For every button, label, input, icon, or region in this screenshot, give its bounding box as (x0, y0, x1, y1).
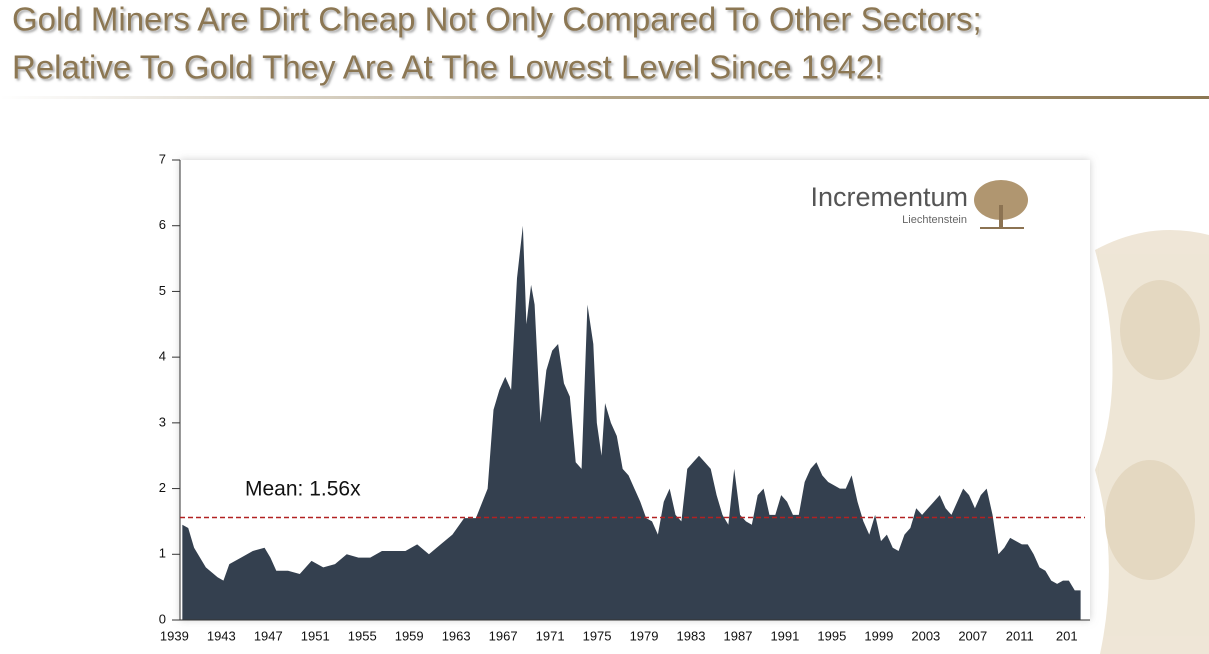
y-tick-label: 7 (159, 151, 166, 166)
x-tick-label: 1959 (395, 628, 424, 643)
x-tick-label: 1975 (583, 628, 612, 643)
y-tick-label: 4 (159, 349, 166, 364)
x-tick-label: 1955 (348, 628, 377, 643)
logo-trunk (999, 205, 1003, 227)
title-line: Gold Miners Are Dirt Cheap Not Only Comp… (12, 1, 982, 38)
x-tick-label: 1943 (207, 628, 236, 643)
y-tick-label: 2 (159, 480, 166, 495)
title-line: Relative To Gold They Are At The Lowest … (12, 49, 883, 86)
title-separator (0, 96, 1209, 99)
y-tick-label: 3 (159, 414, 166, 429)
y-tick-label: 1 (159, 546, 166, 561)
area (182, 225, 1081, 620)
y-tick-label: 6 (159, 217, 166, 232)
x-tick-label: 1983 (677, 628, 706, 643)
x-tick-label: 1951 (301, 628, 330, 643)
logo-name: Incrementum (810, 182, 968, 212)
y-tick-label: 5 (159, 283, 166, 298)
x-tick-label: 2003 (911, 628, 940, 643)
x-tick-label: 2011 (1006, 628, 1034, 643)
x-tick-label: 201 (1056, 628, 1078, 643)
x-tick-label: 1995 (817, 628, 846, 643)
x-tick-label: 1947 (254, 628, 283, 643)
x-tick-label: 1971 (536, 628, 565, 643)
logo: Incrementum Liechtenstein (810, 180, 1028, 229)
annotation: Mean: 1.56x (245, 478, 361, 501)
x-tick-label: 1979 (630, 628, 659, 643)
x-tick-label: 1939 (160, 628, 189, 643)
logo-tree (974, 180, 1028, 220)
logo-subtitle: Liechtenstein (902, 214, 967, 226)
x-tick-label: 2007 (958, 628, 987, 643)
x-tick-label: 1987 (724, 628, 753, 643)
x-tick-label: 1991 (770, 628, 799, 643)
x-tick-label: 1999 (864, 628, 893, 643)
x-tick-label: 1967 (489, 628, 518, 643)
background-texture (1095, 230, 1209, 654)
y-tick-label: 0 (159, 611, 166, 626)
x-tick-label: 1963 (442, 628, 471, 643)
